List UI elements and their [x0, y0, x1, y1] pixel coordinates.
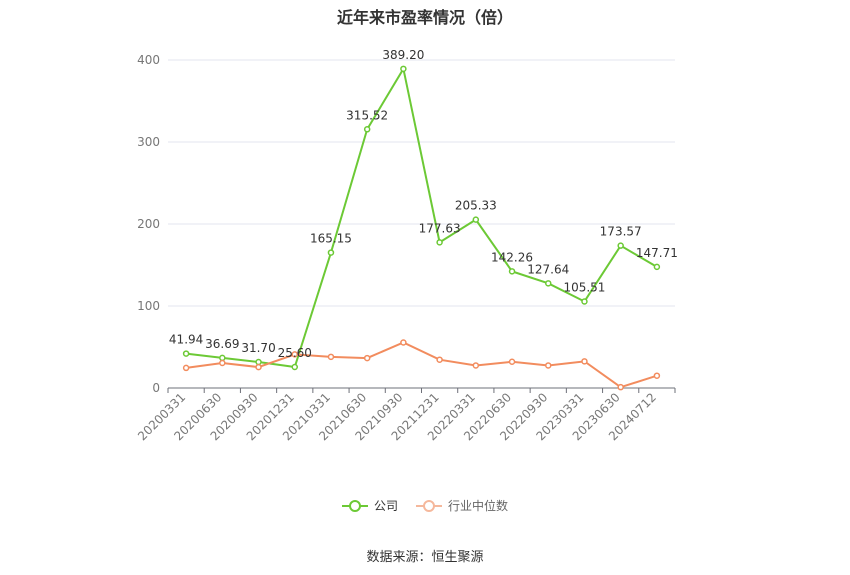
legend-item-industry-median[interactable]: 行业中位数 — [416, 497, 508, 514]
legend-item-company[interactable]: 公司 — [341, 497, 398, 514]
legend-label-company: 公司 — [373, 499, 398, 513]
data-label-company: 147.71 — [636, 246, 678, 260]
data-point-company — [545, 280, 552, 287]
data-point-company — [363, 126, 371, 133]
data-point-industry-median — [327, 353, 335, 361]
data-point-company — [327, 249, 335, 256]
line-chart: 0100200300400202003312020063020200930202… — [135, 48, 678, 443]
data-point-company — [182, 350, 190, 357]
data-point-industry-median — [653, 372, 661, 379]
data-label-company: 31.70 — [241, 341, 275, 355]
data-source-note: 数据来源：恒生聚源 — [366, 550, 484, 565]
data-point-industry-median — [508, 358, 516, 366]
data-label-company: 389.20 — [382, 48, 424, 62]
data-point-company — [653, 263, 661, 271]
data-point-industry-median — [182, 364, 190, 372]
data-label-company: 165.15 — [310, 232, 352, 246]
data-label-company: 177.63 — [419, 221, 461, 235]
data-label-company: 205.33 — [455, 199, 497, 213]
y-tick-label: 100 — [137, 299, 160, 313]
data-point-industry-median — [436, 356, 443, 363]
data-point-company — [581, 298, 588, 305]
data-point-industry-median — [219, 359, 226, 367]
data-labels: 41.94 36.69 31.70 25.60 165.15 315.52 389.20 17… — [169, 48, 678, 360]
data-point-company — [472, 216, 480, 223]
series-lines — [182, 65, 661, 391]
data-label-company: 142.26 — [491, 250, 533, 264]
data-label-company: 127.64 — [527, 262, 569, 276]
data-point-company — [219, 354, 226, 362]
data-label-company: 315.52 — [346, 108, 388, 122]
y-tick-label: 300 — [137, 135, 160, 149]
legend-line-marker-company — [341, 499, 368, 512]
series-line-company — [185, 66, 658, 369]
data-label-company: 41.94 — [169, 333, 203, 347]
data-label-company: 36.69 — [205, 337, 239, 351]
data-point-industry-median — [255, 363, 262, 371]
data-label-company: 105.51 — [563, 280, 605, 294]
grid-lines — [168, 59, 675, 307]
y-tick-label: 0 — [152, 381, 160, 395]
legend-label-industry-median: 行业中位数 — [448, 499, 509, 513]
y-tick-label: 400 — [137, 53, 160, 67]
data-point-industry-median — [363, 354, 371, 362]
data-point-company — [617, 242, 624, 249]
data-point-industry-median — [400, 339, 407, 346]
chart-title: 近年来市盈率情况（倍） — [336, 8, 513, 27]
data-label-company: 25.60 — [278, 346, 312, 360]
data-point-company — [436, 239, 443, 246]
data-point-industry-median — [545, 362, 552, 369]
series-line-industry-median — [185, 341, 658, 389]
y-tick-label: 200 — [137, 217, 160, 231]
axes: 0100200300400202003312020063020200930202… — [135, 53, 676, 443]
data-point-industry-median — [291, 351, 298, 358]
data-point-industry-median — [617, 383, 624, 391]
legend: 公司 行业中位数 — [0, 497, 850, 514]
data-point-company — [508, 268, 516, 275]
legend-line-marker-industry-median — [416, 499, 442, 512]
data-point-company — [400, 65, 407, 73]
data-point-industry-median — [581, 358, 588, 365]
data-point-company — [255, 358, 262, 366]
data-label-company: 173.57 — [600, 225, 642, 239]
data-point-company — [291, 363, 298, 371]
data-point-industry-median — [472, 362, 480, 369]
